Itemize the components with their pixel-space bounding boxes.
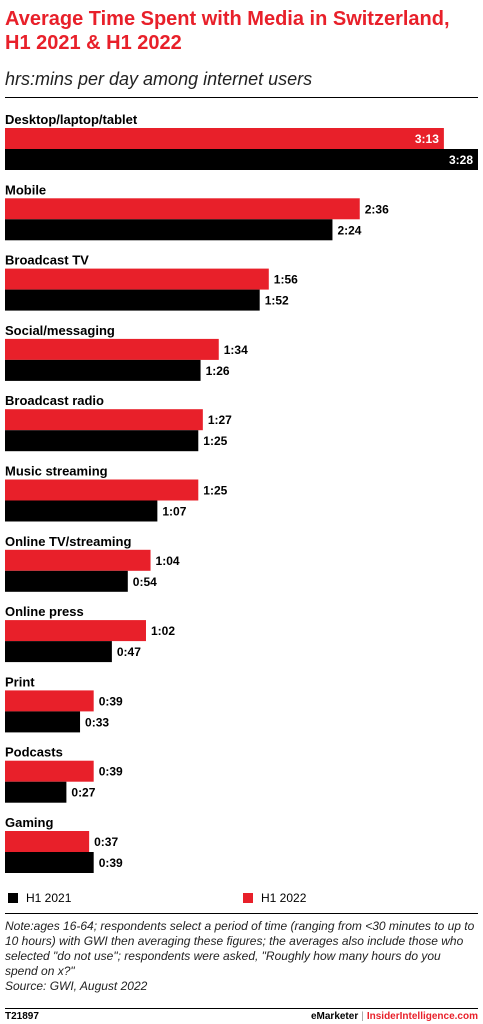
value-label-broadcast-radio-h1-2021: 1:25: [203, 434, 227, 448]
footer-brand: eMarketer | InsiderIntelligence.com: [311, 1011, 478, 1023]
brand-separator: |: [361, 1011, 364, 1022]
bar-gaming-h1-2021: [5, 852, 94, 873]
legend-swatch-h1-2022: [243, 893, 253, 903]
value-label-broadcast-tv-h1-2022: 1:56: [274, 273, 298, 287]
bar-music-streaming-h1-2021: [5, 500, 158, 522]
bar-broadcast-tv-h1-2022: [5, 268, 269, 290]
value-label-desktop-laptop-tablet-h1-2022: 3:13: [415, 132, 439, 146]
value-label-podcasts-h1-2022: 0:39: [99, 765, 123, 779]
category-label-broadcast-radio: Broadcast radio: [5, 393, 104, 408]
bar-mobile-h1-2022: [5, 198, 360, 220]
category-label-gaming: Gaming: [5, 815, 53, 830]
bar-online-press-h1-2022: [5, 620, 146, 642]
brand-insider: InsiderIntelligence.com: [366, 1011, 478, 1022]
value-label-social-messaging-h1-2021: 1:26: [206, 364, 230, 378]
value-label-mobile-h1-2021: 2:24: [337, 223, 361, 237]
category-label-print: Print: [5, 674, 35, 689]
value-label-online-press-h1-2022: 1:02: [151, 624, 175, 638]
category-label-mobile: Mobile: [5, 182, 46, 197]
note-divider: [5, 913, 478, 914]
value-label-social-messaging-h1-2022: 1:34: [224, 343, 248, 357]
bar-broadcast-radio-h1-2021: [5, 430, 199, 452]
value-label-desktop-laptop-tablet-h1-2021: 3:28: [449, 153, 473, 167]
category-label-music-streaming: Music streaming: [5, 464, 108, 479]
bar-social-messaging-h1-2021: [5, 359, 201, 381]
source-note: Source: GWI, August 2022: [5, 979, 148, 993]
footer-divider: [5, 1008, 478, 1009]
category-label-broadcast-tv: Broadcast TV: [5, 253, 89, 268]
bar-online-tv-streaming-h1-2022: [5, 549, 151, 571]
value-label-music-streaming-h1-2021: 1:07: [162, 505, 186, 519]
bar-podcasts-h1-2022: [5, 760, 94, 782]
value-label-music-streaming-h1-2022: 1:25: [203, 484, 227, 498]
bar-gaming-h1-2022: [5, 831, 90, 852]
chart-id: T21897: [5, 1011, 39, 1022]
value-label-broadcast-tv-h1-2021: 1:52: [265, 294, 289, 308]
category-label-podcasts: Podcasts: [5, 745, 63, 760]
value-label-print-h1-2022: 0:39: [99, 694, 123, 708]
value-label-online-tv-streaming-h1-2021: 0:54: [133, 575, 157, 589]
bar-print-h1-2021: [5, 711, 81, 733]
bar-social-messaging-h1-2022: [5, 338, 219, 360]
category-label-online-press: Online press: [5, 604, 84, 619]
category-label-desktop-laptop-tablet: Desktop/laptop/tablet: [5, 112, 138, 127]
bar-online-press-h1-2021: [5, 641, 112, 663]
chart-title: Average Time Spent with Media in Switzer…: [5, 8, 450, 54]
bar-desktop-laptop-tablet-h1-2021: [5, 149, 478, 170]
bar-music-streaming-h1-2022: [5, 479, 199, 501]
value-label-gaming-h1-2021: 0:39: [99, 856, 123, 870]
bar-online-tv-streaming-h1-2021: [5, 570, 128, 592]
legend-label-h1-2022: H1 2022: [261, 891, 307, 905]
value-label-broadcast-radio-h1-2022: 1:27: [208, 413, 232, 427]
value-label-gaming-h1-2022: 0:37: [94, 835, 118, 849]
top-divider: [5, 97, 478, 98]
value-label-podcasts-h1-2021: 0:27: [71, 786, 95, 800]
category-label-online-tv-streaming: Online TV/streaming: [5, 534, 131, 549]
bar-desktop-laptop-tablet-h1-2022: [5, 128, 444, 149]
bar-podcasts-h1-2021: [5, 781, 67, 803]
methodology-note: Note:ages 16-64; respondents select a pe…: [5, 919, 475, 978]
value-label-print-h1-2021: 0:33: [85, 715, 109, 729]
value-label-online-tv-streaming-h1-2022: 1:04: [156, 554, 180, 568]
category-label-social-messaging: Social/messaging: [5, 323, 115, 338]
bar-mobile-h1-2021: [5, 219, 333, 241]
legend-label-h1-2021: H1 2021: [26, 891, 72, 905]
legend-swatch-h1-2021: [8, 893, 18, 903]
bar-chart: Desktop/laptop/tablet 3:13 3:28 Mobile 2:36 2…: [5, 112, 478, 873]
value-label-online-press-h1-2021: 0:47: [117, 645, 141, 659]
bar-broadcast-radio-h1-2022: [5, 409, 203, 431]
bar-broadcast-tv-h1-2021: [5, 289, 260, 311]
note-block: Note:ages 16-64; respondents select a pe…: [5, 919, 475, 994]
chart-subtitle: hrs:mins per day among internet users: [5, 69, 313, 89]
bar-print-h1-2022: [5, 690, 94, 712]
value-label-mobile-h1-2022: 2:36: [365, 202, 389, 216]
brand-emarketer: eMarketer: [310, 1011, 359, 1022]
